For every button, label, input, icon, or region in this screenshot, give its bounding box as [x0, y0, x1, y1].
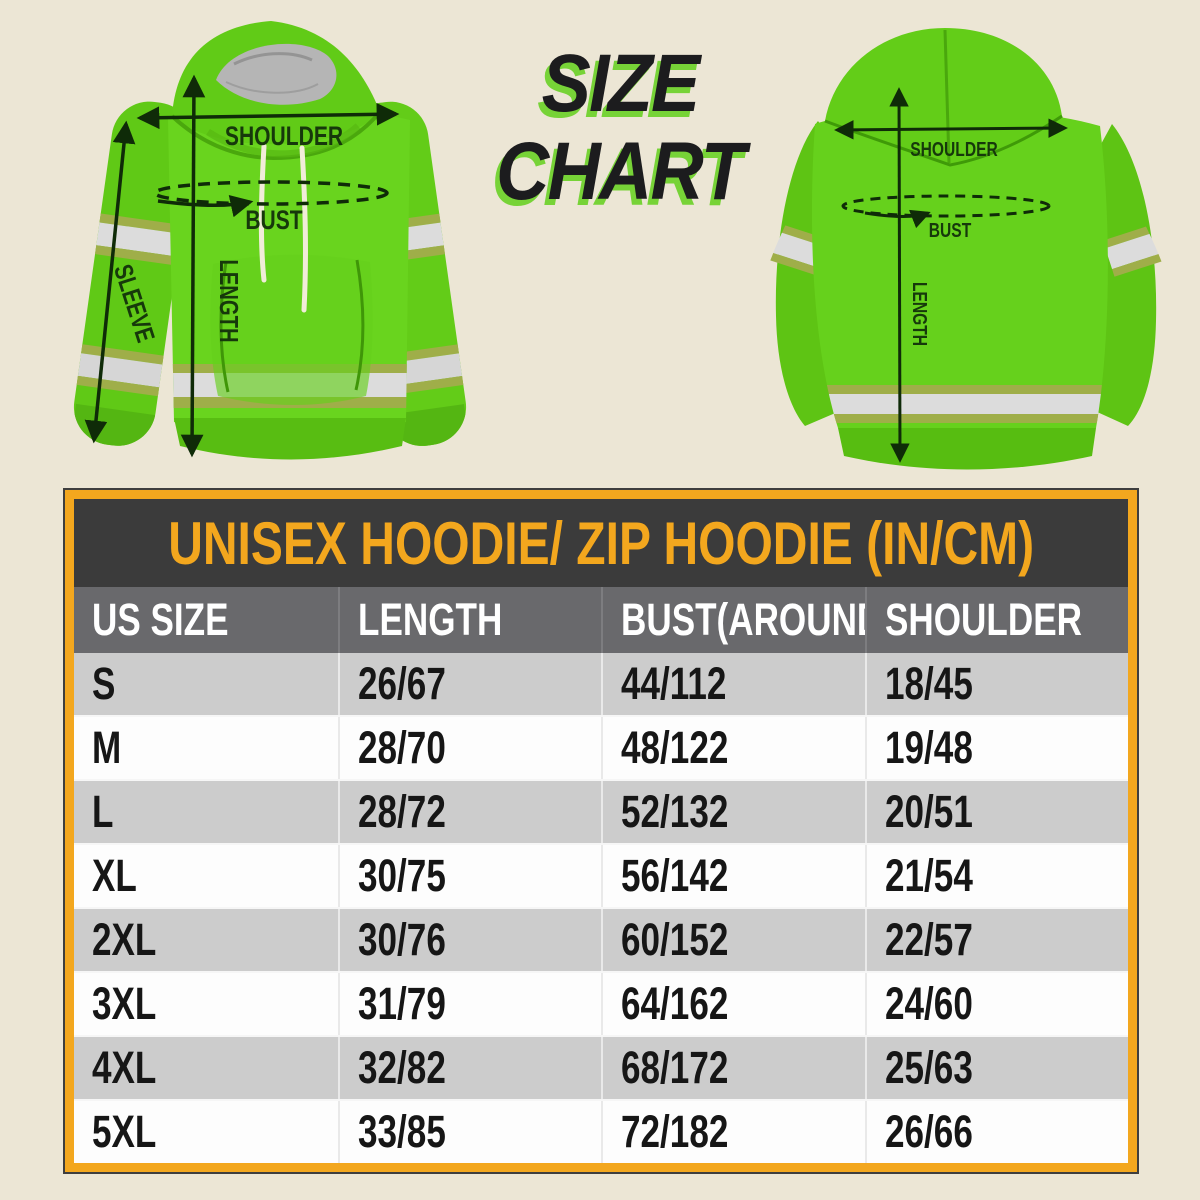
back-torso — [811, 107, 1108, 470]
cell-length: 31/79 — [337, 973, 602, 1035]
back-length-label: LENGTH — [909, 282, 931, 346]
cell-us-size: S — [92, 658, 116, 709]
cell-us-size: 4XL — [92, 1042, 157, 1093]
cell-us-size: 2XL — [92, 914, 157, 965]
drawstring-right — [299, 145, 308, 313]
size-table-header-row: US SIZE LENGTH BUST(AROUND) SHOULDER — [74, 587, 1128, 653]
table-row-4xl: 4XL 32/82 68/172 25/63 — [74, 1035, 1128, 1099]
bust-arrow — [864, 209, 931, 229]
back-hoodie-illustration: SHOULDER BUST LENGTH — [754, 16, 1180, 481]
cell-bust: 56/142 — [601, 845, 865, 907]
table-row-3xl: 3XL 31/79 64/162 24/60 — [74, 971, 1128, 1035]
front-measurements — [84, 74, 400, 458]
cell-length: 30/75 — [337, 845, 602, 907]
cell-us-size: 3XL — [92, 978, 157, 1029]
back-bust-label: BUST — [929, 219, 971, 241]
page-title-line1: SIZE — [541, 38, 701, 129]
column-header-us-size: US SIZE — [92, 594, 229, 645]
cell-shoulder: 20/51 — [864, 781, 1129, 843]
cell-length: 26/67 — [337, 653, 602, 715]
column-header-shoulder: SHOULDER — [864, 587, 1129, 653]
column-header-bust: BUST(AROUND) — [601, 587, 865, 653]
back-hoodie-svg: SHOULDER BUST LENGTH — [754, 28, 1176, 470]
table-row-l: L 28/72 52/132 20/51 — [74, 779, 1128, 843]
size-table-title-bar: UNISEX HOODIE/ ZIP HOODIE (IN/CM) — [74, 499, 1128, 587]
cell-shoulder: 18/45 — [864, 653, 1129, 715]
cell-shoulder: 26/66 — [864, 1101, 1129, 1163]
size-table: UNISEX HOODIE/ ZIP HOODIE (IN/CM) US SIZ… — [65, 490, 1137, 1172]
page-title: SIZE CHART — [472, 40, 769, 215]
cell-us-size: XL — [92, 850, 137, 901]
page-title-line2: CHART — [496, 125, 746, 217]
front-torso — [168, 104, 410, 460]
bust-ellipse — [153, 180, 389, 206]
back-measurements — [834, 87, 1068, 463]
cell-length: 33/85 — [337, 1101, 602, 1163]
drawstring-left — [258, 143, 267, 283]
length-arrow — [889, 87, 910, 463]
cell-bust: 72/182 — [601, 1101, 865, 1163]
cell-shoulder: 22/57 — [864, 909, 1129, 971]
back-shoulder-label: SHOULDER — [910, 138, 998, 160]
cell-bust: 68/172 — [601, 1037, 865, 1099]
sleeve-arrow — [84, 120, 136, 444]
cell-bust: 44/112 — [601, 653, 865, 715]
cell-length: 30/76 — [337, 909, 602, 971]
table-row-xl: XL 30/75 56/142 21/54 — [74, 843, 1128, 907]
front-hoodie-svg: SHOULDER BUST SLEEVE LENGTH — [70, 21, 470, 460]
front-bust-label: BUST — [245, 206, 302, 236]
back-measurement-labels: SHOULDER BUST LENGTH — [909, 138, 998, 346]
bust-arrow — [157, 195, 254, 218]
cell-length: 28/72 — [337, 781, 602, 843]
cell-shoulder: 24/60 — [864, 973, 1129, 1035]
table-row-m: M 28/70 48/122 19/48 — [74, 715, 1128, 779]
front-length-label: LENGTH — [214, 259, 243, 342]
cell-bust: 64/162 — [601, 973, 865, 1035]
column-header-length: LENGTH — [337, 587, 602, 653]
cell-bust: 48/122 — [601, 717, 865, 779]
cell-bust: 52/132 — [601, 781, 865, 843]
cell-shoulder: 25/63 — [864, 1037, 1129, 1099]
cell-length: 32/82 — [337, 1037, 602, 1099]
cell-shoulder: 19/48 — [864, 717, 1129, 779]
front-hoodie-illustration: SHOULDER BUST SLEEVE LENGTH — [58, 8, 478, 488]
length-arrow — [180, 74, 206, 458]
table-row-2xl: 2XL 30/76 60/152 22/57 — [74, 907, 1128, 971]
bust-ellipse — [841, 194, 1051, 218]
cell-shoulder: 21/54 — [864, 845, 1129, 907]
cell-us-size: 5XL — [92, 1106, 157, 1157]
cell-bust: 60/152 — [601, 909, 865, 971]
table-row-s: S 26/67 44/112 18/45 — [74, 653, 1128, 715]
table-row-5xl: 5XL 33/85 72/182 26/66 — [74, 1099, 1128, 1163]
front-shoulder-label: SHOULDER — [225, 122, 343, 152]
cell-us-size: M — [92, 722, 122, 773]
cell-length: 28/70 — [337, 717, 602, 779]
size-table-title: UNISEX HOODIE/ ZIP HOODIE (IN/CM) — [168, 509, 1034, 577]
cell-us-size: L — [92, 786, 114, 837]
shoulder-arrow — [834, 118, 1068, 140]
